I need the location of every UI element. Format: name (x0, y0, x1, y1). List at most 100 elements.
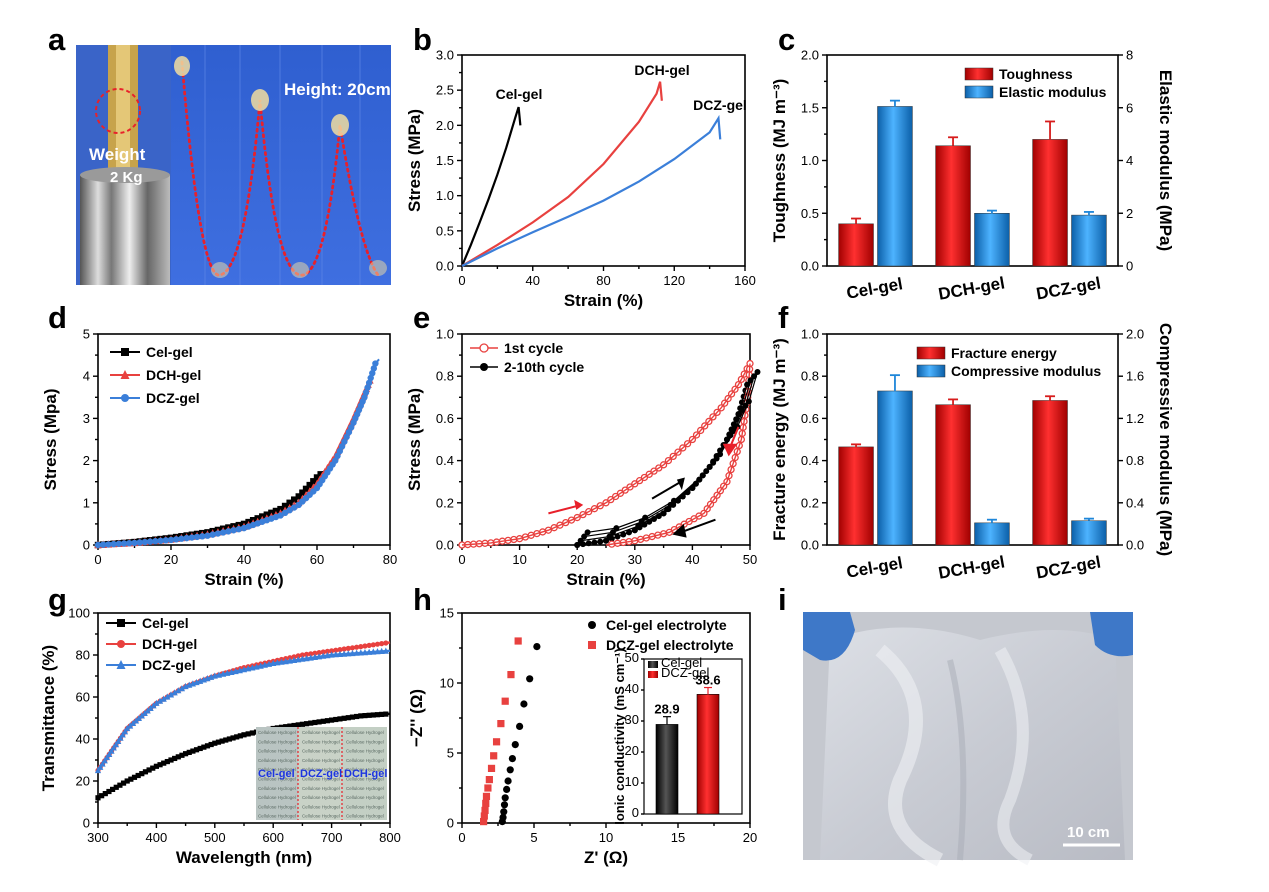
x-tick-label: 30 (628, 552, 642, 567)
series-marker (492, 738, 501, 746)
y-tick-label: 50 (625, 650, 639, 665)
panel-label-d: d (48, 300, 67, 335)
series-marker (745, 398, 752, 405)
y-axis-label: Stress (MPa) (405, 388, 424, 491)
legend-label: DCH-gel (142, 636, 197, 652)
category-label: DCZ-gel (1035, 553, 1102, 583)
legend-label: Cel-gel (142, 615, 189, 631)
panel-label-f: f (778, 300, 789, 335)
x-tick-label: 0 (458, 273, 465, 288)
y-tick-label: 40 (76, 732, 90, 747)
series-marker (503, 785, 511, 794)
series-marker (501, 794, 509, 802)
series-line (97, 712, 391, 799)
inset-text-line: Cellulose Hydrogel (258, 786, 296, 791)
series-marker (609, 529, 616, 536)
panel-label-c: c (778, 22, 795, 57)
g-inset-label-dcz: DCZ-gel (300, 768, 342, 780)
bar (1071, 520, 1107, 546)
y-axis-label: −Z'' (Ω) (407, 689, 426, 747)
series-marker (500, 808, 508, 816)
category-label: Cel-gel (845, 553, 904, 582)
inset-text-line: Cellulose Hydrogel (258, 795, 296, 800)
panel-label-e: e (413, 300, 430, 335)
series-marker (511, 741, 519, 749)
legend-swatch (964, 85, 994, 99)
x-tick-label: 50 (743, 552, 757, 567)
y-tick-label: 40 (625, 681, 639, 696)
arrow-head (672, 523, 687, 538)
y-axis-label: Toughness (MJ m⁻³) (770, 79, 789, 243)
y2-tick-label: 8 (1126, 48, 1133, 63)
inset-text-line: Cellulose Hydrogel (258, 804, 296, 809)
panel-label-i: i (778, 582, 787, 617)
y2-tick-label: 2.0 (1126, 327, 1144, 342)
series-marker (670, 497, 677, 504)
chart-c: 0.0 0.5 1.0 1.5 2.0 Toughness (MJ m⁻³) 0 2 4 6 8 El… (770, 48, 1175, 304)
y-tick-label: 0.2 (436, 495, 454, 510)
y2-tick-label: 4 (1126, 153, 1133, 168)
series-line (461, 363, 751, 546)
series-marker (482, 792, 491, 800)
legend-label: 2-10th cycle (504, 359, 584, 375)
x-tick-label: 0 (94, 552, 101, 567)
y-tick-label: 1.5 (801, 100, 819, 115)
series-label: Cel-gel (496, 86, 543, 102)
series-marker (504, 777, 512, 785)
panel-label-b: b (413, 22, 432, 57)
series-marker (696, 476, 703, 483)
inset-text-line: Cellulose Hydrogel (302, 739, 340, 744)
x-tick-label: 80 (383, 552, 397, 567)
x-tick-label: 0 (458, 552, 465, 567)
x-tick-label: 10 (512, 552, 526, 567)
inset-text-line: Cellulose Hydrogel (346, 767, 384, 772)
category-label: Cel-gel (845, 274, 904, 303)
inset-text-line: Cellulose Hydrogel (258, 758, 296, 763)
y-tick-label: 0.5 (436, 223, 454, 238)
series-marker (642, 514, 649, 521)
bar (935, 404, 971, 546)
legend-label: DCZ-gel (146, 390, 200, 406)
legend-label: Compressive modulus (951, 363, 1101, 379)
series-line (461, 81, 663, 267)
series-marker (526, 675, 534, 683)
y-tick-label: 0.0 (801, 259, 819, 274)
inset-text-line: Cellulose Hydrogel (258, 749, 296, 754)
y-tick-label: 5 (447, 746, 454, 761)
series-marker (613, 525, 620, 532)
y-tick-label: 0 (83, 538, 90, 553)
x-tick-label: 20 (743, 830, 757, 845)
y-tick-label: 1.0 (436, 188, 454, 203)
x-tick-label: 10 (599, 830, 613, 845)
x-tick-label: 40 (526, 273, 540, 288)
inset-text-line: Cellulose Hydrogel (302, 749, 340, 754)
x-axis-label: Wavelength (nm) (176, 848, 312, 867)
chart-d: 0 1 2 3 4 5 0 20 40 60 80 Strain (%) Stress (Mpa) Cel… (41, 327, 397, 590)
bar (1032, 139, 1068, 267)
x-tick-label: 5 (530, 830, 537, 845)
series-marker (487, 764, 496, 772)
series-marker (500, 801, 509, 809)
y-tick-label: 1.0 (801, 153, 819, 168)
x-axis-label: Strain (%) (566, 570, 645, 589)
y-tick-label: 30 (625, 712, 639, 727)
x-axis-label: Z' (Ω) (584, 848, 628, 867)
y-tick-label: 60 (76, 690, 90, 705)
y-tick-label: 15 (440, 606, 454, 621)
y2-axis-label: Compressive modulus (MPa) (1156, 323, 1175, 556)
series-marker (507, 671, 515, 679)
inset-text-line: Cellulose Hydrogel (302, 795, 340, 800)
y-tick-label: 0.4 (436, 453, 454, 468)
y2-axis-label: Elastic modulus (MPa) (1156, 70, 1175, 251)
y-tick-label: 0.0 (436, 259, 454, 274)
y2-tick-label: 0.8 (1126, 453, 1144, 468)
category-label: DCZ-gel (1035, 274, 1102, 304)
photo-i: 10 cm (803, 612, 1133, 867)
y-tick-label: 3 (83, 411, 90, 426)
series-line (460, 106, 522, 267)
photo-a: Weight 2 Kg Height: 20cm (76, 45, 391, 285)
photo-i-scalebar: 10 cm (1067, 824, 1110, 841)
y2-tick-label: 0.0 (1126, 538, 1144, 553)
bar (838, 223, 874, 267)
inset-text-line: Cellulose Hydrogel (302, 730, 340, 735)
